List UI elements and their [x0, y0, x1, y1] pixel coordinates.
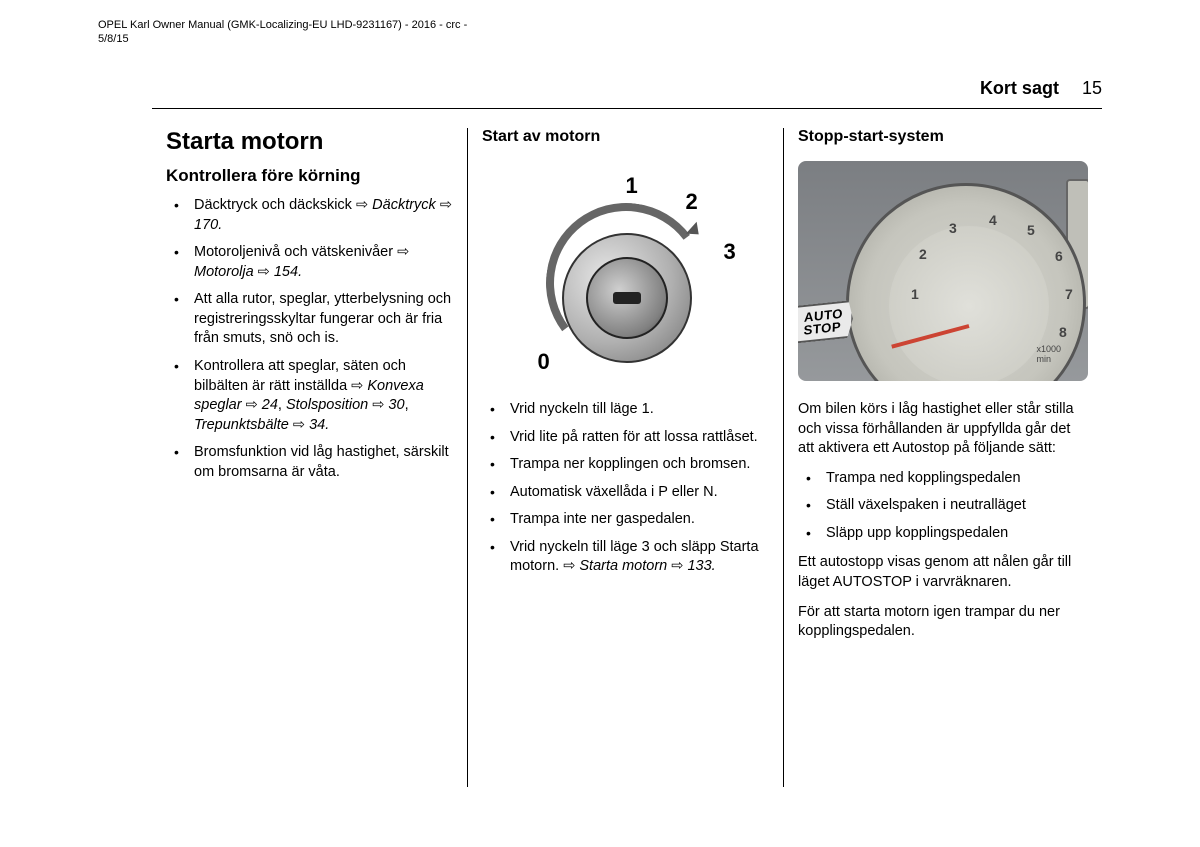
tachometer-gauge: 1 2 3 4 5 6 7 8 x1000 min — [846, 183, 1086, 381]
list-item: Däcktryck och däckskick ⇨ Däcktryck ⇨ 17… — [166, 196, 453, 235]
col3-p2: Ett autostopp visas genom att nålen går … — [798, 553, 1088, 592]
column-1: Starta motorn Kontrollera före körning D… — [152, 128, 467, 787]
list-item: Vrid nyckeln till läge 3 och släpp Start… — [482, 538, 769, 577]
meta-line-2: 5/8/15 — [98, 32, 467, 46]
col1-list: Däcktryck och däckskick ⇨ Däcktryck ⇨ 17… — [166, 196, 453, 482]
col2-list: Vrid nyckeln till läge 1. Vrid lite på r… — [482, 400, 769, 577]
list-item: Trampa inte ner gaspedalen. — [482, 510, 769, 530]
column-2: Start av motorn 0 1 2 3 Vrid nyckeln til… — [467, 128, 783, 787]
ignition-pos-0: 0 — [538, 349, 550, 375]
list-item: Kontrollera att speglar, säten och bilbä… — [166, 357, 453, 435]
column-3: Stopp-start-system 1 2 3 4 5 6 7 8 x1000… — [783, 128, 1102, 787]
col1-heading: Starta motorn — [166, 128, 453, 156]
header-rule — [152, 108, 1102, 109]
ignition-key-slot — [613, 292, 641, 304]
meta-line-1: OPEL Karl Owner Manual (GMK-Localizing-E… — [98, 18, 467, 32]
gauge-unit: x1000 min — [1036, 344, 1061, 364]
col1-subheading: Kontrollera före körning — [166, 166, 453, 186]
ignition-pos-1: 1 — [626, 173, 638, 199]
ignition-figure: 0 1 2 3 — [482, 156, 769, 386]
list-item: Ställ växelspaken i neutralläget — [798, 496, 1088, 516]
list-item: Trampa ner kopplingen och bromsen. — [482, 455, 769, 475]
page-header: Kort sagt 15 — [980, 78, 1102, 99]
col3-p3: För att starta motorn igen trampar du ne… — [798, 603, 1088, 642]
list-item: Motoroljenivå och vätskenivåer ⇨ Motorol… — [166, 243, 453, 282]
list-item: Automatisk växellåda i P eller N. — [482, 483, 769, 503]
col2-heading: Start av motorn — [482, 128, 769, 146]
list-item: Vrid nyckeln till läge 1. — [482, 400, 769, 420]
page-number: 15 — [1082, 78, 1102, 98]
section-name: Kort sagt — [980, 78, 1059, 98]
tachometer-figure: 1 2 3 4 5 6 7 8 x1000 min AUTO STOP — [798, 156, 1088, 386]
list-item: Trampa ned kopplingspedalen — [798, 469, 1088, 489]
list-item: Att alla rutor, speglar, ytterbelysning … — [166, 290, 453, 349]
list-item: Vrid lite på ratten för att lossa rattlå… — [482, 428, 769, 448]
autostop-flag: AUTO STOP — [798, 300, 854, 344]
content-columns: Starta motorn Kontrollera före körning D… — [152, 128, 1102, 787]
list-item: Släpp upp kopplingspedalen — [798, 524, 1088, 544]
ignition-pos-3: 3 — [724, 239, 736, 265]
col3-list: Trampa ned kopplingspedalen Ställ växels… — [798, 469, 1088, 544]
col3-p1: Om bilen körs i låg hastighet eller står… — [798, 400, 1088, 459]
list-item: Bromsfunktion vid låg hastighet, särskil… — [166, 443, 453, 482]
ignition-pos-2: 2 — [686, 189, 698, 215]
col3-heading: Stopp-start-system — [798, 128, 1088, 146]
document-meta: OPEL Karl Owner Manual (GMK-Localizing-E… — [98, 18, 467, 47]
